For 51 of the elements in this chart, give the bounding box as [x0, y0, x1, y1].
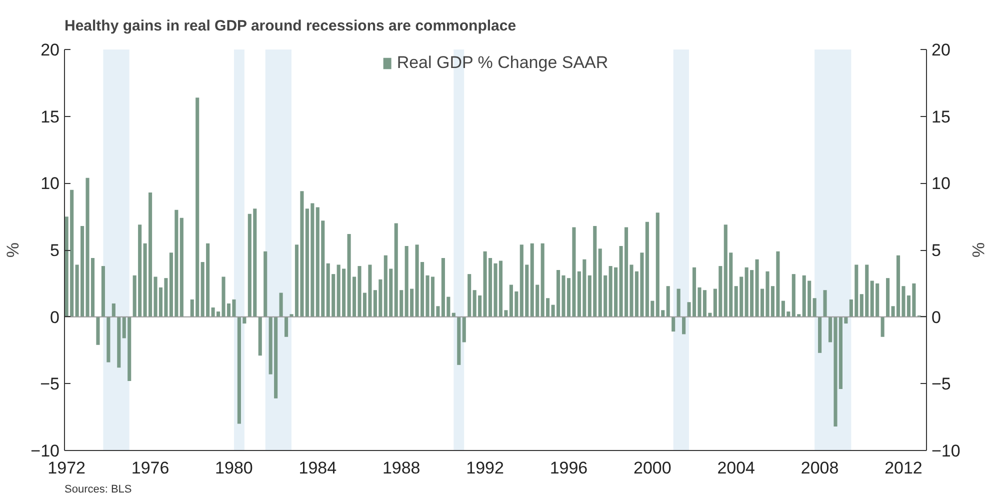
y-axis-title: % — [4, 242, 23, 258]
x-tick-label: 1984 — [298, 458, 337, 478]
y2-tick-label: 5 — [932, 241, 941, 260]
bar — [258, 316, 262, 356]
bar — [180, 218, 184, 317]
y2-tick-label: 20 — [932, 40, 950, 60]
bar — [682, 316, 686, 334]
bar — [112, 303, 116, 317]
x-tick-label: 1976 — [131, 458, 170, 478]
bar — [96, 316, 100, 345]
bar — [106, 316, 110, 362]
bar — [672, 316, 676, 332]
y-tick-label: −10 — [30, 442, 60, 460]
bar — [284, 316, 288, 337]
chart-title: Healthy gains in real GDP around recessions are commonplace — [64, 18, 516, 34]
y-tick-label: −5 — [40, 374, 60, 394]
x-tick-label: 1996 — [550, 458, 588, 478]
y2-tick-label: −5 — [932, 374, 951, 394]
x-tick-label: 1980 — [215, 458, 253, 478]
bar — [818, 316, 822, 353]
bar — [279, 292, 283, 317]
y2-tick-label: 15 — [932, 107, 950, 126]
source-note: Sources: BLS — [64, 484, 132, 496]
y2-axis-title: % — [968, 242, 988, 258]
y-tick-label: 5 — [50, 241, 60, 260]
y-tick-label: 0 — [50, 308, 60, 327]
x-tick-label: 2008 — [800, 458, 839, 478]
bar — [457, 316, 461, 365]
y-tick-label: 20 — [40, 40, 60, 60]
bar — [812, 298, 816, 317]
bar — [676, 288, 680, 317]
bar — [117, 316, 121, 368]
x-tick-label: 2004 — [717, 458, 756, 478]
x-tick-label: 1988 — [382, 458, 420, 478]
bar — [468, 274, 472, 317]
y-tick-label: 15 — [40, 107, 60, 126]
bar — [666, 286, 670, 317]
x-tick-label: 1992 — [466, 458, 504, 478]
bar — [823, 290, 827, 317]
y2-tick-label: 0 — [932, 308, 941, 327]
x-tick-label: 2000 — [634, 458, 672, 478]
bar — [264, 251, 268, 317]
bar — [101, 266, 105, 317]
x-tick-label: 1972 — [48, 458, 86, 478]
legend-label: Real GDP % Change SAAR — [396, 53, 608, 73]
bar — [462, 316, 466, 342]
y-tick-label: 10 — [40, 174, 60, 194]
x-tick-label: 2012 — [884, 458, 922, 478]
bar — [880, 316, 884, 337]
y2-tick-label: −10 — [932, 442, 960, 460]
y2-tick-label: 10 — [932, 174, 950, 194]
